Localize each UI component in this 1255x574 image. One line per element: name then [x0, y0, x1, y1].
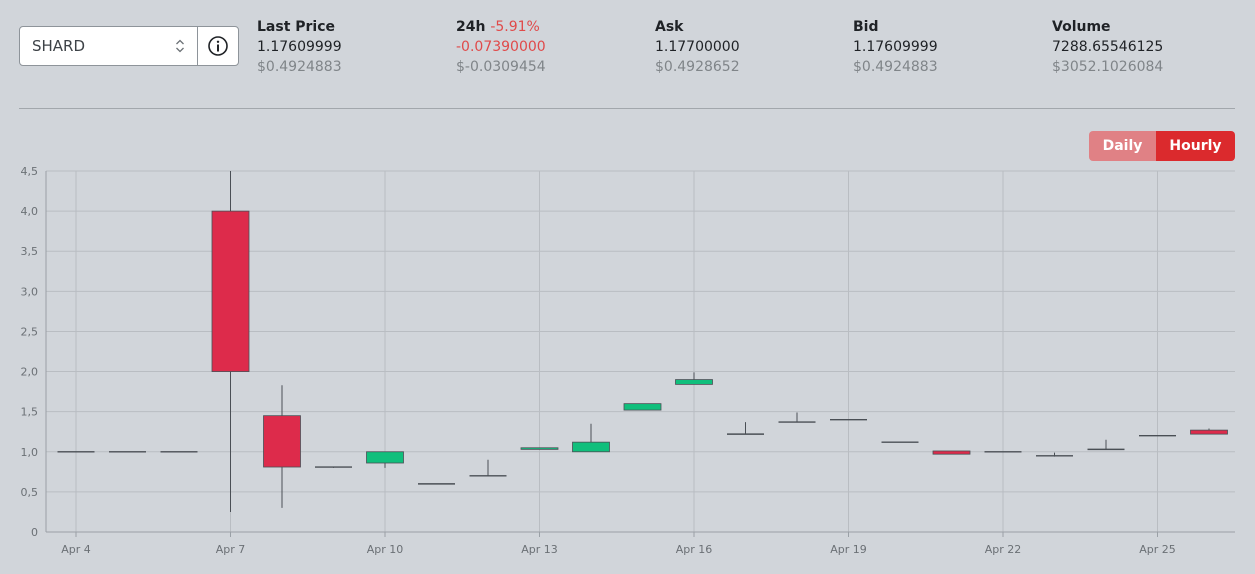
stat-usd: $0.4924883	[257, 59, 342, 75]
hourly-toggle-button[interactable]: Hourly	[1156, 131, 1235, 161]
daily-toggle-button[interactable]: Daily	[1089, 131, 1156, 161]
stat-value: -0.07390000	[456, 39, 546, 55]
stat-usd: $0.4924883	[853, 59, 938, 75]
x-tick-label: Apr 22	[985, 543, 1022, 556]
stat-volume: Volume 7288.65546125 $3052.1026084	[1052, 17, 1163, 77]
market-selector[interactable]: SHARD	[19, 26, 239, 66]
stat-24h-change: 24h -5.91% -0.07390000 $-0.0309454	[456, 17, 546, 77]
stat-label: 24h -5.91%	[456, 17, 546, 37]
stat-usd: $0.4928652	[655, 59, 740, 75]
stat-last-price: Last Price 1.17609999 $0.4924883	[257, 17, 342, 77]
stat-label: Last Price	[257, 19, 336, 35]
candle-body	[1190, 429, 1228, 435]
stat-value: 1.17700000	[655, 39, 740, 55]
candle-body	[675, 379, 713, 385]
candle-body	[520, 447, 559, 450]
info-button[interactable]	[197, 27, 238, 65]
stat-ask: Ask 1.17700000 $0.4928652	[655, 17, 740, 77]
stat-value: 7288.65546125	[1052, 39, 1164, 55]
y-tick-label: 3,5	[21, 245, 39, 258]
y-tick-label: 3,0	[21, 285, 39, 298]
x-tick-label: Apr 7	[216, 543, 246, 556]
stat-label: Bid	[853, 19, 879, 35]
x-tick-label: Apr 10	[367, 543, 404, 556]
stat-label: Ask	[655, 19, 684, 35]
x-tick-label: Apr 13	[521, 543, 558, 556]
y-tick-label: 1,0	[21, 446, 39, 459]
interval-toggle[interactable]: Daily Hourly	[1089, 131, 1235, 161]
market-select-value: SHARD	[32, 37, 86, 55]
stat-value: 1.17609999	[853, 39, 938, 55]
stat-usd: $-0.0309454	[456, 59, 546, 75]
stat-bid: Bid 1.17609999 $0.4924883	[853, 17, 938, 77]
header-divider	[19, 108, 1235, 109]
stat-label: Volume	[1052, 19, 1111, 35]
info-icon	[208, 36, 228, 56]
y-tick-label: 0,5	[21, 486, 39, 499]
y-tick-label: 2,5	[21, 325, 39, 338]
x-tick-label: Apr 4	[61, 543, 91, 556]
candle-body	[572, 441, 610, 453]
x-tick-label: Apr 19	[830, 543, 867, 556]
y-tick-label: 0	[31, 526, 38, 539]
y-tick-label: 1,5	[21, 406, 39, 419]
y-tick-label: 2,0	[21, 366, 39, 379]
x-tick-label: Apr 25	[1139, 543, 1176, 556]
candle-body	[263, 415, 301, 468]
chevron-up-down-icon	[176, 39, 184, 53]
x-tick-label: Apr 16	[676, 543, 713, 556]
change-percent: -5.91%	[490, 19, 540, 35]
candle-body	[623, 403, 662, 411]
candle-body	[932, 450, 971, 455]
candle-body	[366, 451, 404, 464]
stat-usd: $3052.1026084	[1052, 59, 1164, 75]
market-select[interactable]: SHARD	[20, 27, 197, 65]
stat-value: 1.17609999	[257, 39, 342, 55]
stat-label-text: 24h	[456, 19, 486, 35]
y-tick-label: 4,5	[21, 165, 39, 178]
candle-body	[211, 210, 250, 372]
y-tick-label: 4,0	[21, 205, 39, 218]
